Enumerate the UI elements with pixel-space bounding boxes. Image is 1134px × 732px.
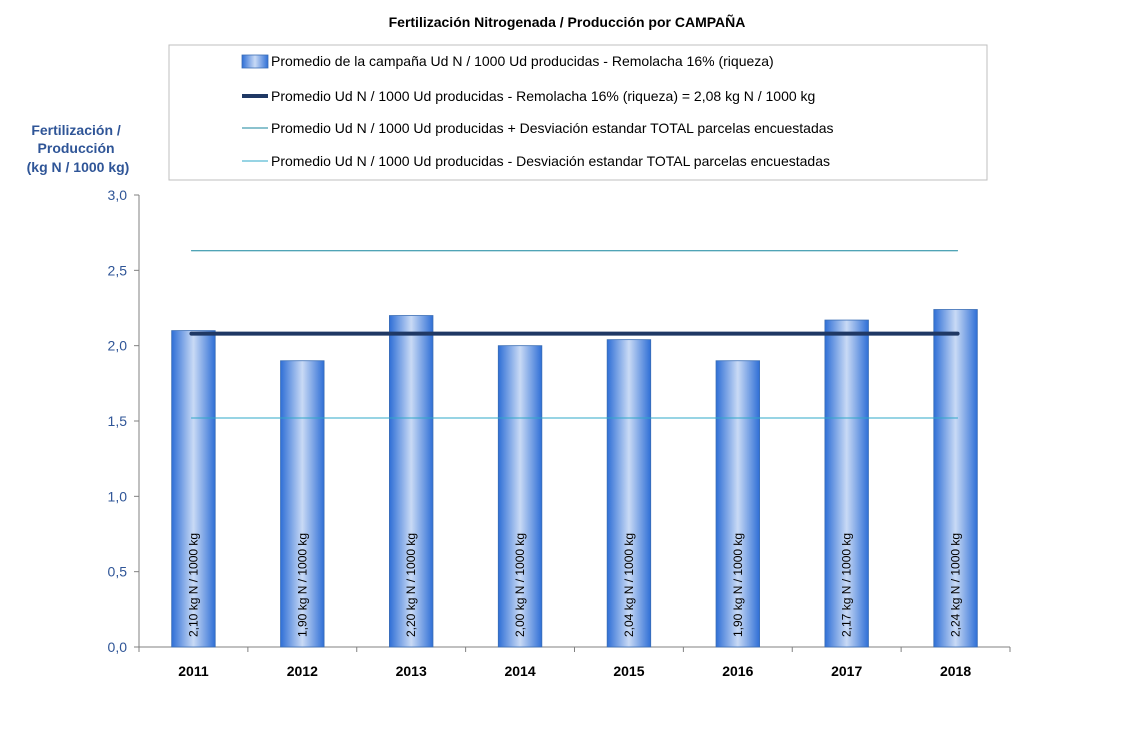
bar-data-label: 2,20 kg N / 1000 kg	[404, 533, 418, 637]
reference-lines	[189, 250, 960, 419]
legend-text-mean: Promedio Ud N / 1000 Ud producidas - Rem…	[271, 88, 815, 104]
y-axis-label-line-2: Producción	[38, 140, 115, 156]
y-axis-label-line-3: (kg N / 1000 kg)	[27, 159, 130, 175]
bar-data-label: 2,24 kg N / 1000 kg	[949, 533, 963, 637]
bar-data-label: 2,17 kg N / 1000 kg	[840, 533, 854, 637]
bar-labels: 2,10 kg N / 1000 kg 1,90 kg N / 1000 kg 2,…	[186, 533, 962, 637]
bar-2014	[497, 345, 543, 648]
x-tick-label: 2014	[504, 663, 535, 679]
bars	[171, 309, 978, 648]
bar-2011	[171, 330, 216, 648]
y-axis-label-line-1: Fertilización /	[31, 122, 121, 138]
bar-data-label: 1,90 kg N / 1000 kg	[295, 533, 309, 637]
bar-2018	[933, 309, 978, 648]
bar-data-label: 2,10 kg N / 1000 kg	[186, 533, 200, 637]
y-tick-label: 3,0	[108, 187, 128, 203]
y-ticks: 0,0 0,5 1,0 1,5 2,0 2,5 3,0	[108, 187, 139, 655]
x-tick-label: 2018	[940, 663, 971, 679]
y-tick-label: 1,0	[108, 488, 128, 504]
legend-text-plus-sd: Promedio Ud N / 1000 Ud producidas + Des…	[271, 120, 834, 136]
bar-data-label: 2,00 kg N / 1000 kg	[513, 533, 527, 637]
x-tick-label: 2011	[178, 663, 209, 679]
y-tick-label: 2,5	[108, 262, 128, 278]
y-tick-label: 0,5	[108, 564, 128, 580]
y-tick-label: 0,0	[108, 639, 128, 655]
x-tick-label: 2012	[287, 663, 318, 679]
legend-text-bars: Promedio de la campaña Ud N / 1000 Ud pr…	[271, 53, 774, 69]
legend: Promedio de la campaña Ud N / 1000 Ud pr…	[241, 53, 834, 169]
bar-2015	[606, 339, 652, 648]
bar-data-label: 2,04 kg N / 1000 kg	[622, 533, 636, 637]
x-tick-label: 2017	[831, 663, 862, 679]
bar-2016	[715, 360, 760, 648]
y-tick-label: 1,5	[108, 413, 128, 429]
legend-box	[168, 44, 988, 181]
bar-2012	[280, 360, 325, 648]
y-axis-label: Fertilización / Producción (kg N / 1000 …	[27, 122, 130, 175]
x-tick-label: 2013	[396, 663, 427, 679]
legend-text-minus-sd: Promedio Ud N / 1000 Ud producidas - Des…	[271, 153, 830, 169]
bar-data-label: 1,90 kg N / 1000 kg	[731, 533, 745, 637]
bar-2013	[389, 315, 434, 648]
x-tick-label: 2016	[722, 663, 753, 679]
x-tick-label: 2015	[613, 663, 644, 679]
chart-title: Fertilización Nitrogenada / Producción p…	[389, 13, 746, 30]
legend-swatch-bars	[241, 54, 269, 69]
bar-2017	[824, 319, 869, 648]
y-tick-label: 2,0	[108, 338, 128, 354]
x-ticks: 2011 2012 2013 2014 2015 2016 2017 2018	[138, 647, 1011, 679]
